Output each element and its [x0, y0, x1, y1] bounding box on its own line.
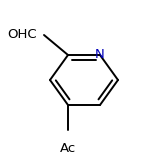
Text: Ac: Ac — [60, 141, 76, 155]
Text: OHC: OHC — [7, 29, 37, 42]
Text: N: N — [95, 49, 105, 61]
